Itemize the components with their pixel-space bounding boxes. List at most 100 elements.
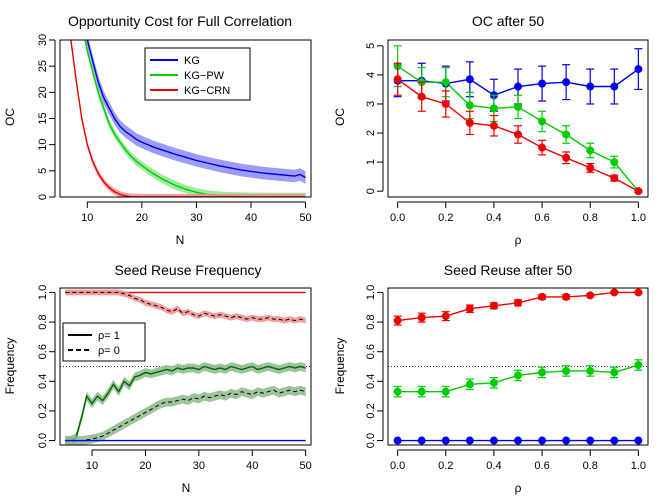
y-tick-label: 0.0	[37, 433, 49, 448]
data-point-kg-crn	[489, 301, 498, 310]
legend-label-rho-0: ρ= 0	[98, 345, 120, 357]
data-point-kg-pw	[538, 368, 547, 377]
x-tick-label: 0.2	[438, 212, 453, 224]
data-point-kg-crn	[634, 288, 643, 297]
data-point-kg	[610, 436, 619, 445]
x-tick-label: 30	[190, 212, 202, 224]
y-tick-label: 20	[37, 86, 49, 98]
chart-title: Opportunity Cost for Full Correlation	[68, 13, 292, 29]
data-point-kg	[634, 65, 643, 74]
data-point-kg-pw	[465, 101, 474, 110]
series-line-kg	[86, 40, 306, 179]
legend-label-kg-crn: KG−CRN	[184, 85, 230, 97]
band-kg-crn-0	[65, 289, 306, 324]
y-tick-label: 3	[365, 101, 377, 107]
data-point-kg-pw	[417, 387, 426, 396]
data-point-kg-pw	[441, 78, 450, 87]
data-point-kg-pw	[586, 146, 595, 155]
data-point-kg-crn	[393, 316, 402, 325]
data-point-kg-pw	[514, 371, 522, 380]
y-tick-label: 5	[365, 43, 377, 49]
x-tick-label: 1.0	[631, 460, 646, 472]
data-point-kg-crn	[489, 121, 498, 130]
y-tick-label: 0	[365, 188, 377, 194]
data-point-kg-pw	[489, 378, 498, 387]
x-tick-label: 40	[246, 460, 258, 472]
legend-label-kg-pw: KG−PW	[184, 70, 225, 82]
y-tick-label: 1	[365, 159, 377, 165]
data-point-kg	[538, 436, 547, 445]
legend-box	[62, 322, 146, 362]
data-point-kg	[489, 436, 498, 445]
y-tick-label: 0.6	[37, 344, 49, 359]
chart-title: OC after 50	[472, 13, 545, 29]
data-point-kg-crn	[441, 312, 450, 321]
data-point-kg	[610, 82, 619, 91]
legend-label-kg: KG	[184, 55, 200, 67]
y-tick-label: 30	[37, 34, 49, 46]
data-point-kg-pw	[610, 368, 619, 377]
y-tick-label: 0.4	[37, 374, 49, 389]
panel-seed-reuse-frequency: Seed Reuse Frequency N Frequency ρ= 1 ρ=…	[3, 262, 312, 495]
legend: KG KG−PW KG−CRN	[144, 47, 251, 101]
plot-area	[60, 289, 311, 445]
y-axis-label: Frequency	[3, 338, 17, 395]
y-tick-label: 1.0	[365, 285, 377, 300]
series-line-kg-crn-0	[65, 291, 306, 322]
data-point-kg-crn	[562, 153, 571, 162]
data-point-kg-crn	[538, 292, 547, 301]
y-tick-label: 2	[365, 130, 377, 136]
data-point-kg-crn	[586, 291, 595, 300]
y-tick-label: 25	[37, 60, 49, 72]
data-point-kg-crn	[514, 298, 522, 307]
y-tick-label: 0.2	[365, 403, 377, 418]
data-point-kg-pw	[634, 361, 643, 370]
plot-area	[388, 291, 648, 442]
data-point-kg	[562, 436, 571, 445]
data-point-kg-crn	[417, 313, 426, 322]
data-point-kg-crn	[441, 99, 450, 108]
x-axis-label: ρ	[515, 233, 522, 247]
y-axis-label: OC	[3, 108, 17, 126]
y-tick-label: 0	[37, 194, 49, 200]
plot-frame	[387, 287, 649, 446]
data-point-kg-crn	[562, 292, 571, 301]
series-line-kg-crn	[70, 40, 306, 197]
chart-title: Seed Reuse after 50	[444, 262, 573, 278]
data-point-kg-crn	[393, 75, 402, 84]
data-point-kg-crn	[465, 304, 474, 313]
data-point-kg	[538, 79, 547, 88]
series-line-kg-pw-0	[65, 389, 306, 442]
data-point-kg	[465, 75, 474, 84]
data-point-kg-crn	[465, 118, 474, 127]
plot-frame	[59, 287, 312, 446]
data-point-kg-pw	[514, 102, 522, 111]
axes: 0.0 0.2 0.4 0.6 0.8 1.0 0 1 2 3 4 5	[365, 39, 649, 224]
axes: 10 20 30 40 50 0.0 0.2 0.4 0.6 0.8 1.0	[37, 285, 312, 472]
data-point-kg-pw	[562, 366, 571, 375]
x-tick-label: 0.6	[534, 460, 549, 472]
data-point-kg	[514, 436, 522, 445]
y-tick-label: 15	[37, 112, 49, 124]
data-point-kg-crn	[586, 163, 595, 172]
plot-frame	[387, 39, 649, 198]
x-tick-label: 30	[193, 460, 205, 472]
x-tick-label: 0.4	[486, 212, 501, 224]
data-point-kg-crn	[610, 174, 619, 183]
x-tick-label: 0.0	[390, 212, 405, 224]
y-tick-label: 0.4	[365, 374, 377, 389]
band-kg	[85, 40, 306, 184]
axes: 10 20 30 40 50 0 5 10 15 20 25 30	[37, 34, 312, 224]
data-point-kg	[393, 436, 402, 445]
data-point-kg-pw	[562, 130, 571, 139]
x-tick-label: 20	[139, 460, 151, 472]
data-point-kg	[514, 82, 522, 91]
plot-frame	[59, 39, 312, 198]
data-point-kg-pw	[393, 387, 402, 396]
x-tick-label: 0.4	[486, 460, 501, 472]
y-tick-label: 0.0	[365, 433, 377, 448]
y-tick-label: 0.8	[365, 314, 377, 329]
data-point-kg-pw	[489, 104, 498, 113]
x-tick-label: 50	[299, 212, 311, 224]
